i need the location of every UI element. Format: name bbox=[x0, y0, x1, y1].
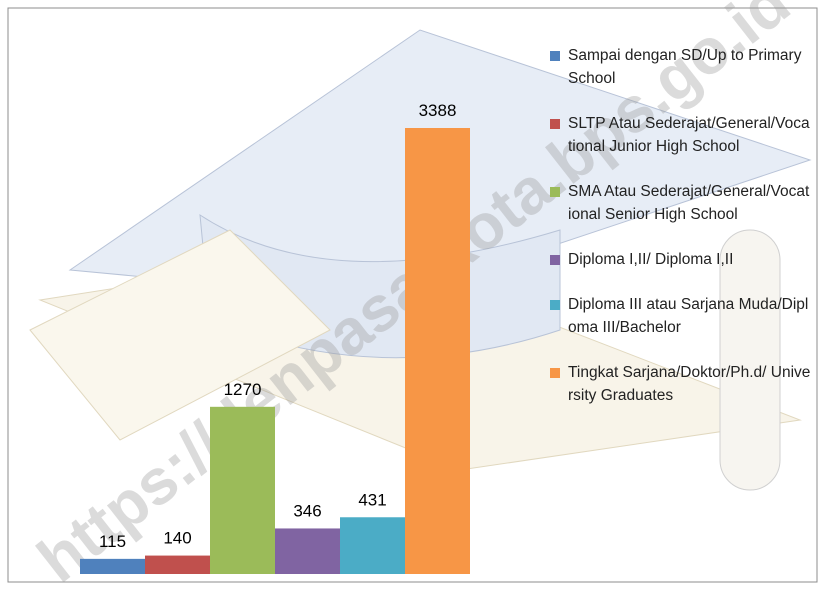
legend-swatch bbox=[550, 300, 560, 310]
bar bbox=[340, 517, 405, 574]
bar bbox=[210, 406, 275, 574]
legend-item: SLTP Atau Sederajat/General/Vocational J… bbox=[550, 112, 812, 158]
legend-label: Diploma I,II/ Diploma I,II bbox=[568, 251, 734, 268]
legend-item: Diploma III atau Sarjana Muda/Diploma II… bbox=[550, 293, 812, 339]
legend-label: Sampai dengan SD/Up to Primary School bbox=[568, 47, 802, 87]
legend-item: Tingkat Sarjana/Doktor/Ph.d/ University … bbox=[550, 361, 812, 407]
data-label: 115 bbox=[99, 532, 126, 551]
legend-label: Tingkat Sarjana/Doktor/Ph.d/ University … bbox=[568, 364, 811, 404]
bar bbox=[145, 555, 210, 574]
data-label: 431 bbox=[358, 490, 386, 509]
bar bbox=[405, 128, 470, 574]
legend-label: Diploma III atau Sarjana Muda/Diploma II… bbox=[568, 296, 809, 336]
legend-swatch bbox=[550, 255, 560, 265]
bar bbox=[80, 558, 145, 574]
legend-swatch bbox=[550, 187, 560, 197]
legend: Sampai dengan SD/Up to Primary School SLT… bbox=[550, 44, 812, 407]
bar bbox=[275, 528, 340, 574]
legend-swatch bbox=[550, 51, 560, 61]
data-label: 140 bbox=[163, 529, 191, 548]
legend-label: SLTP Atau Sederajat/General/Vocational J… bbox=[568, 115, 810, 155]
legend-label: SMA Atau Sederajat/General/Vocational Se… bbox=[568, 183, 810, 223]
data-label: 346 bbox=[293, 501, 321, 520]
legend-item: Diploma I,II/ Diploma I,II bbox=[550, 248, 812, 271]
legend-swatch bbox=[550, 119, 560, 129]
legend-item: SMA Atau Sederajat/General/Vocational Se… bbox=[550, 180, 812, 226]
data-label: 1270 bbox=[224, 380, 262, 399]
legend-item: Sampai dengan SD/Up to Primary School bbox=[550, 44, 812, 90]
legend-swatch bbox=[550, 368, 560, 378]
data-label: 3388 bbox=[419, 101, 457, 120]
